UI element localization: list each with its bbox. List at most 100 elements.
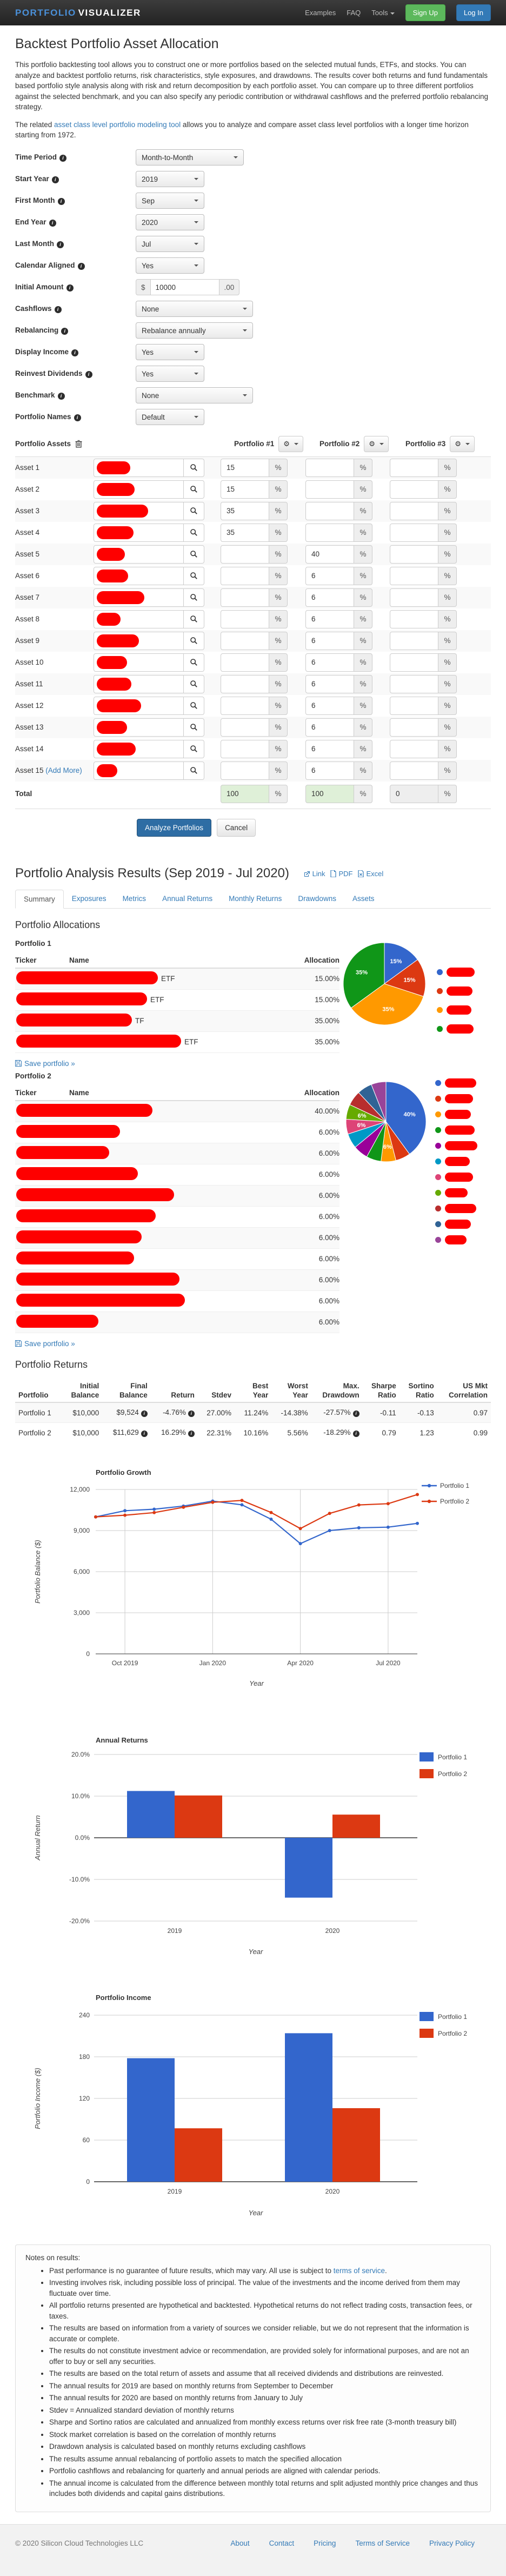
allocation-input[interactable] xyxy=(390,610,438,628)
tab-annual-returns[interactable]: Annual Returns xyxy=(162,894,213,903)
first-month-select[interactable]: Sep xyxy=(136,193,204,209)
tab-assets[interactable]: Assets xyxy=(352,894,375,903)
external-link-link[interactable]: Link xyxy=(304,870,325,878)
info-icon[interactable]: i xyxy=(188,1431,195,1437)
ticker-search-button[interactable] xyxy=(184,610,204,628)
ticker-search-button[interactable] xyxy=(184,631,204,650)
allocation-input[interactable] xyxy=(305,458,354,477)
asset-class-modeling-link[interactable]: asset class level portfolio modeling too… xyxy=(54,120,181,129)
info-icon[interactable]: i xyxy=(188,1410,195,1417)
allocation-input[interactable] xyxy=(305,761,354,780)
portfolio-settings-button[interactable]: ⚙ xyxy=(278,435,303,452)
nav-link-examples[interactable]: Examples xyxy=(305,9,336,17)
display-income-select[interactable]: Yes xyxy=(136,344,204,360)
allocation-input[interactable] xyxy=(305,696,354,715)
reinvest-dividends-select[interactable]: Yes xyxy=(136,366,204,382)
allocation-input[interactable] xyxy=(390,674,438,693)
footer-link-pricing[interactable]: Pricing xyxy=(314,2539,336,2547)
footer-link-privacy-policy[interactable]: Privacy Policy xyxy=(429,2539,475,2547)
terms-of-service-link[interactable]: terms of service xyxy=(333,2266,385,2275)
info-icon[interactable]: i xyxy=(57,241,64,248)
allocation-input[interactable] xyxy=(221,696,269,715)
allocation-input[interactable] xyxy=(390,631,438,650)
portfolio-names-select[interactable]: Default xyxy=(136,409,204,425)
ticker-search-button[interactable] xyxy=(184,588,204,607)
allocation-input[interactable] xyxy=(390,718,438,737)
tab-drawdowns[interactable]: Drawdowns xyxy=(298,894,336,903)
analyze-portfolios-button[interactable]: Analyze Portfolios xyxy=(137,818,212,837)
tab-exposures[interactable]: Exposures xyxy=(71,894,106,903)
allocation-input[interactable] xyxy=(221,653,269,672)
footer-link-terms-of-service[interactable]: Terms of Service xyxy=(355,2539,410,2547)
trash-icon[interactable] xyxy=(75,440,82,448)
info-icon[interactable]: i xyxy=(85,371,92,378)
ticker-search-button[interactable] xyxy=(184,501,204,520)
cancel-button[interactable]: Cancel xyxy=(217,818,256,837)
info-icon[interactable]: i xyxy=(77,263,85,270)
allocation-input[interactable] xyxy=(305,588,354,607)
allocation-input[interactable] xyxy=(221,674,269,693)
allocation-input[interactable] xyxy=(390,696,438,715)
ticker-search-button[interactable] xyxy=(184,761,204,780)
allocation-input[interactable] xyxy=(305,631,354,650)
excel-export-link[interactable]: Excel xyxy=(358,870,383,878)
ticker-search-button[interactable] xyxy=(184,718,204,737)
brand-logo[interactable]: PORTFOLIO VISUALIZER xyxy=(15,8,141,18)
info-icon[interactable]: i xyxy=(57,198,65,205)
allocation-input[interactable] xyxy=(305,653,354,672)
allocation-input[interactable] xyxy=(390,480,438,499)
end-year-select[interactable]: 2020 xyxy=(136,214,204,230)
tab-summary[interactable]: Summary xyxy=(15,889,64,909)
allocation-input[interactable] xyxy=(390,653,438,672)
allocation-input[interactable] xyxy=(221,458,269,477)
ticker-search-button[interactable] xyxy=(184,480,204,499)
info-icon[interactable]: i xyxy=(74,414,81,421)
start-year-select[interactable]: 2019 xyxy=(136,171,204,187)
allocation-input[interactable] xyxy=(221,718,269,737)
rebalancing-select[interactable]: Rebalance annually xyxy=(136,322,253,339)
tab-metrics[interactable]: Metrics xyxy=(122,894,147,903)
allocation-input[interactable] xyxy=(221,545,269,564)
info-icon[interactable]: i xyxy=(141,1410,148,1417)
allocation-input[interactable] xyxy=(305,566,354,585)
ticker-search-button[interactable] xyxy=(184,739,204,758)
ticker-search-button[interactable] xyxy=(184,523,204,542)
nav-link-faq[interactable]: FAQ xyxy=(347,9,361,17)
allocation-input[interactable] xyxy=(390,739,438,758)
portfolio-settings-button[interactable]: ⚙ xyxy=(364,435,389,452)
allocation-input[interactable] xyxy=(221,480,269,499)
ticker-search-button[interactable] xyxy=(184,653,204,672)
calendar-aligned-select[interactable]: Yes xyxy=(136,257,204,274)
footer-link-contact[interactable]: Contact xyxy=(269,2539,295,2547)
info-icon[interactable]: i xyxy=(57,393,65,400)
allocation-input[interactable] xyxy=(305,480,354,499)
allocation-input[interactable] xyxy=(390,761,438,780)
time-period-select[interactable]: Month-to-Month xyxy=(136,149,244,165)
save-portfolio-link[interactable]: Save portfolio » xyxy=(15,1340,75,1348)
allocation-input[interactable] xyxy=(305,718,354,737)
allocation-input[interactable] xyxy=(221,588,269,607)
ticker-search-button[interactable] xyxy=(184,545,204,564)
allocation-input[interactable] xyxy=(305,545,354,564)
ticker-search-button[interactable] xyxy=(184,458,204,477)
allocation-input[interactable] xyxy=(221,739,269,758)
allocation-input[interactable] xyxy=(221,523,269,542)
pdf-export-link[interactable]: PDF xyxy=(330,870,352,878)
initial-amount-input[interactable] xyxy=(150,279,219,295)
info-icon[interactable]: i xyxy=(71,349,79,356)
allocation-input[interactable] xyxy=(390,458,438,477)
portfolio-settings-button[interactable]: ⚙ xyxy=(450,435,475,452)
ticker-search-button[interactable] xyxy=(184,566,204,585)
allocation-input[interactable] xyxy=(221,761,269,780)
info-icon[interactable]: i xyxy=(66,284,74,292)
info-icon[interactable]: i xyxy=(49,220,56,227)
save-portfolio-link[interactable]: Save portfolio » xyxy=(15,1059,75,1068)
allocation-input[interactable] xyxy=(221,501,269,520)
allocation-input[interactable] xyxy=(305,739,354,758)
allocation-input[interactable] xyxy=(305,610,354,628)
cashflows-select[interactable]: None xyxy=(136,301,253,317)
info-icon[interactable]: i xyxy=(61,328,69,335)
info-icon[interactable]: i xyxy=(51,176,59,183)
info-icon[interactable]: i xyxy=(141,1431,148,1437)
allocation-input[interactable] xyxy=(221,631,269,650)
